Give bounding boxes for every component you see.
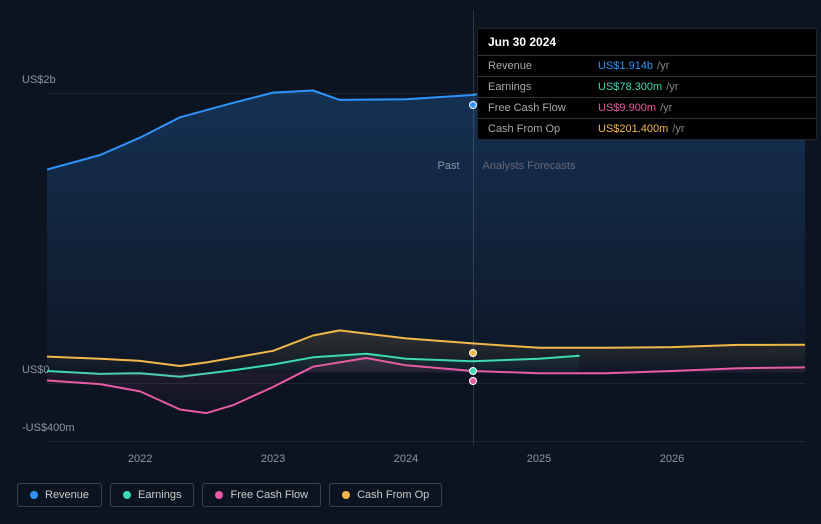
tooltip-metric-label: Revenue [488, 60, 598, 72]
tooltip-metric-unit: /yr [657, 60, 669, 72]
forecast-label: Analysts Forecasts [483, 160, 576, 172]
legend-dot [215, 491, 223, 499]
legend-dot [123, 491, 131, 499]
marker-cash_from_op [469, 349, 477, 357]
legend-item-free-cash-flow[interactable]: Free Cash Flow [202, 483, 321, 507]
tooltip-row: Cash From OpUS$201.400m/yr [478, 119, 816, 139]
tooltip-metric-value: US$9.900m [598, 102, 656, 114]
x-axis-label: 2024 [394, 453, 418, 465]
x-axis-label: 2023 [261, 453, 285, 465]
data-tooltip: Jun 30 2024 RevenueUS$1.914b/yrEarningsU… [477, 28, 817, 140]
legend-dot [342, 491, 350, 499]
legend-label: Free Cash Flow [230, 489, 308, 501]
legend-label: Earnings [138, 489, 181, 501]
legend-item-cash-from-op[interactable]: Cash From Op [329, 483, 442, 507]
legend-dot [30, 491, 38, 499]
legend-label: Cash From Op [357, 489, 429, 501]
tooltip-metric-value: US$1.914b [598, 60, 653, 72]
legend-item-earnings[interactable]: Earnings [110, 483, 194, 507]
chart-legend: Revenue Earnings Free Cash Flow Cash From O… [17, 483, 442, 507]
tooltip-row: Free Cash FlowUS$9.900m/yr [478, 98, 816, 119]
tooltip-row: RevenueUS$1.914b/yr [478, 56, 816, 77]
tooltip-metric-unit: /yr [666, 81, 678, 93]
x-axis-label: 2025 [527, 453, 551, 465]
financial-forecast-chart: US$2bUS$0-US$400m PastAnalysts Forecasts… [17, 10, 805, 470]
marker-earnings [469, 367, 477, 375]
x-axis-label: 2022 [128, 453, 152, 465]
tooltip-date: Jun 30 2024 [478, 29, 816, 56]
marker-revenue [469, 101, 477, 109]
tooltip-metric-unit: /yr [672, 123, 684, 135]
legend-item-revenue[interactable]: Revenue [17, 483, 102, 507]
tooltip-metric-label: Free Cash Flow [488, 102, 598, 114]
x-axis-label: 2026 [660, 453, 684, 465]
tooltip-metric-label: Cash From Op [488, 123, 598, 135]
legend-label: Revenue [45, 489, 89, 501]
tooltip-row: EarningsUS$78.300m/yr [478, 77, 816, 98]
past-label: Past [438, 160, 460, 172]
tooltip-metric-value: US$201.400m [598, 123, 668, 135]
tooltip-metric-value: US$78.300m [598, 81, 662, 93]
tooltip-metric-unit: /yr [660, 102, 672, 114]
y-axis-label: US$0 [22, 364, 50, 376]
tooltip-metric-label: Earnings [488, 81, 598, 93]
marker-fcf [469, 377, 477, 385]
